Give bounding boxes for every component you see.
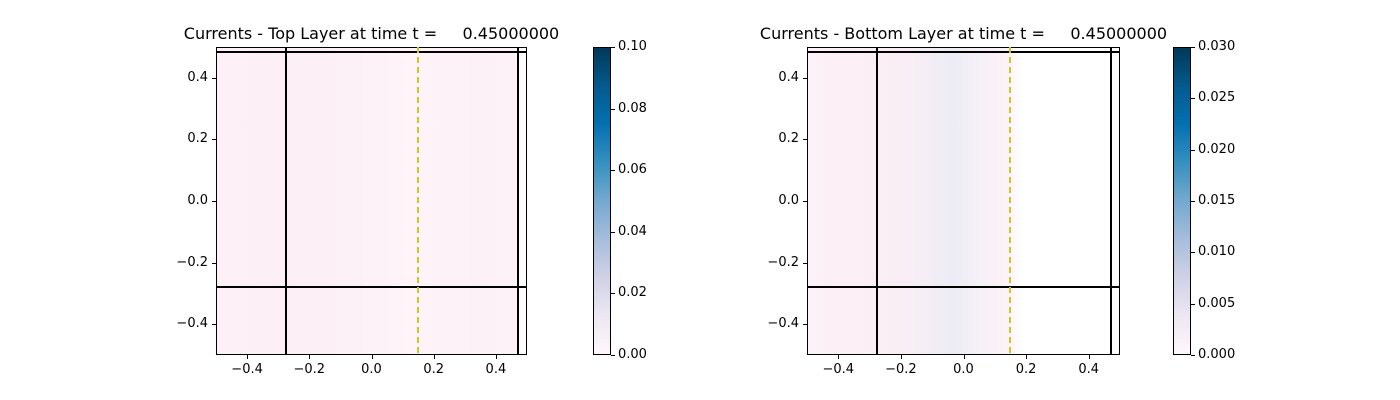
boundary-line-top	[216, 51, 527, 54]
y-tick-label: −0.2	[176, 254, 208, 270]
colorbar-tick	[611, 293, 615, 295]
colorbar-tick-label: 0.02	[618, 285, 647, 301]
y-tick-label: −0.4	[767, 316, 799, 332]
colorbar-tick-label: 0.005	[1198, 295, 1236, 311]
y-tick-label: 0.2	[778, 131, 799, 147]
x-tick-label: −0.2	[885, 362, 917, 377]
x-tick	[963, 355, 965, 359]
boundary-line-right	[516, 47, 519, 355]
plot-title-top-layer: Currents - Top Layer at time t = 0.45000…	[183, 24, 560, 43]
colorbar-tick-label: 0.00	[618, 347, 647, 362]
y-tick	[212, 262, 216, 264]
y-tick-label: 0.2	[187, 131, 208, 147]
y-tick	[212, 324, 216, 326]
colorbar-tick	[1191, 47, 1195, 48]
plot-area-top-layer	[216, 47, 527, 355]
colorbar-tick	[1191, 355, 1195, 356]
x-tick-label: 0.0	[953, 362, 974, 377]
y-tick-label: 0.4	[187, 69, 208, 85]
boundary-line-left	[876, 47, 879, 355]
colorbar-tick-label: 0.025	[1198, 90, 1236, 106]
colorbar-tick-label: 0.020	[1198, 141, 1236, 157]
colorbar-bottom-layer	[1173, 47, 1191, 355]
boundary-line-bottom	[807, 286, 1120, 289]
x-tick	[1026, 355, 1028, 359]
y-tick	[803, 139, 807, 141]
x-tick	[371, 355, 373, 359]
dashed-marker-line	[417, 47, 420, 355]
x-tick-label: 0.2	[1015, 362, 1037, 377]
x-tick	[495, 355, 497, 359]
colorbar-tick	[1191, 252, 1195, 254]
colorbar-tick-label: 0.010	[1198, 244, 1236, 260]
y-tick-label: −0.4	[176, 316, 208, 332]
y-tick-label: 0.0	[187, 193, 208, 208]
x-tick	[838, 355, 840, 359]
plot-title-bottom-layer: Currents - Bottom Layer at time t = 0.45…	[759, 24, 1168, 43]
x-tick-label: −0.2	[293, 362, 326, 377]
colorbar-tick	[611, 355, 615, 356]
colorbar-tick	[611, 47, 615, 48]
y-tick	[212, 139, 216, 141]
y-tick-label: −0.2	[767, 254, 799, 270]
colorbar-tick-label: 0.04	[618, 223, 647, 239]
colorbar-tick	[1191, 98, 1195, 100]
y-tick	[212, 201, 216, 202]
colorbar-tick-label: 0.030	[1198, 39, 1236, 54]
y-tick-label: 0.4	[778, 69, 799, 85]
x-tick	[900, 355, 902, 359]
boundary-line-right	[1109, 47, 1112, 355]
colorbar-tick	[1191, 201, 1195, 202]
x-tick-label: 0.2	[423, 362, 445, 377]
x-tick-label: 0.0	[361, 362, 382, 377]
colorbar-tick	[1191, 149, 1195, 151]
plot-area-bottom-layer	[807, 47, 1120, 355]
y-tick	[803, 201, 807, 202]
colorbar-tick	[1191, 303, 1195, 305]
x-tick-label: 0.4	[485, 362, 507, 377]
x-tick	[309, 355, 311, 359]
x-tick	[1088, 355, 1090, 359]
x-tick	[433, 355, 435, 359]
x-tick-label: 0.4	[1078, 362, 1100, 377]
y-tick	[803, 77, 807, 79]
x-tick	[247, 355, 249, 359]
y-tick	[212, 77, 216, 79]
colorbar-tick-label: 0.06	[618, 162, 647, 178]
colorbar-tick	[611, 170, 615, 172]
x-tick-label: −0.4	[822, 362, 855, 377]
y-tick	[803, 324, 807, 326]
colorbar-tick-label: 0.000	[1198, 347, 1236, 362]
boundary-line-top	[807, 51, 1120, 54]
colorbar-tick-label: 0.08	[618, 100, 647, 116]
y-tick	[803, 262, 807, 264]
boundary-line-bottom	[216, 286, 527, 289]
colorbar-tick-label: 0.015	[1198, 193, 1236, 208]
colorbar-tick	[611, 231, 615, 233]
colorbar-tick-label: 0.10	[618, 39, 647, 54]
colorbar-top-layer	[593, 47, 611, 355]
boundary-line-left	[284, 47, 287, 355]
y-tick-label: 0.0	[778, 193, 799, 208]
dashed-marker-line	[1009, 47, 1012, 355]
x-tick-label: −0.4	[231, 362, 263, 377]
colorbar-tick	[611, 108, 615, 110]
